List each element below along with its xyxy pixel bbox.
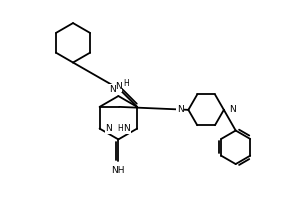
Text: N: N <box>229 105 236 114</box>
Text: H: H <box>123 79 129 88</box>
Text: N: N <box>124 124 130 133</box>
Text: NH: NH <box>112 166 125 175</box>
Text: N: N <box>115 82 122 91</box>
Text: N: N <box>109 85 115 94</box>
Text: N: N <box>105 124 112 133</box>
Text: N: N <box>177 105 183 114</box>
Text: H: H <box>118 124 123 133</box>
